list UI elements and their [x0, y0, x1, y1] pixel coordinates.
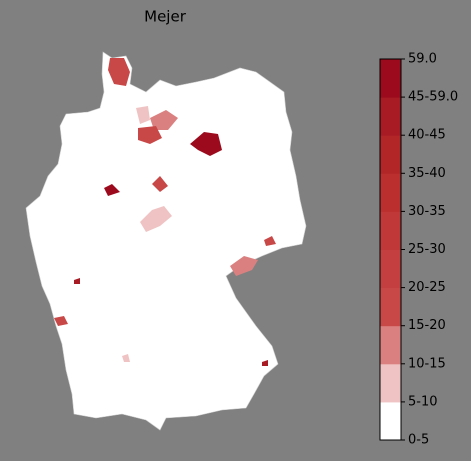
region [262, 360, 268, 366]
region [264, 236, 276, 246]
region [104, 184, 120, 196]
colorbar-tick-label: 30-35 [408, 204, 446, 219]
region [150, 110, 178, 130]
colorbar-segment [380, 401, 401, 441]
colorbar-segment [380, 287, 401, 327]
region [138, 126, 162, 144]
colorbar-segment [380, 173, 401, 212]
colorbar-segment [380, 59, 401, 98]
colorbar-tick-label: 40-45 [408, 128, 446, 143]
colorbar: 0-5 5-10 10-15 15-20 20-25 25-30 30-35 35-40 40-… [379, 52, 458, 448]
colorbar-tick-label: 59.0 [408, 52, 437, 67]
colorbar-tick-label: 5-10 [408, 394, 438, 409]
colorbar-segment [380, 211, 401, 250]
colorbar-tick-label: 20-25 [408, 280, 446, 295]
region [190, 132, 222, 156]
country-outline [25, 51, 307, 431]
region [54, 316, 68, 326]
colorbar-tick-label: 15-20 [408, 318, 446, 333]
germany-map [25, 51, 307, 431]
colorbar-tick-label: 10-15 [408, 356, 446, 371]
region [152, 176, 168, 192]
colorbar-segment [380, 135, 401, 174]
colorbar-tick-label: 35-40 [408, 166, 446, 181]
region [122, 354, 130, 362]
colorbar-segment [380, 363, 401, 403]
colorbar-tick-label: 0-5 [408, 433, 429, 448]
map-title: Mejer [144, 8, 187, 26]
colorbar-segment [380, 325, 401, 365]
region [74, 278, 80, 284]
region [136, 106, 150, 124]
region [140, 206, 172, 232]
colorbar-segment [380, 97, 401, 136]
region [108, 58, 130, 86]
colorbar-segment [380, 249, 401, 289]
region [230, 256, 258, 276]
colorbar-tick-label: 25-30 [408, 242, 446, 257]
colorbar-tick-label: 45-59.0 [408, 90, 458, 105]
